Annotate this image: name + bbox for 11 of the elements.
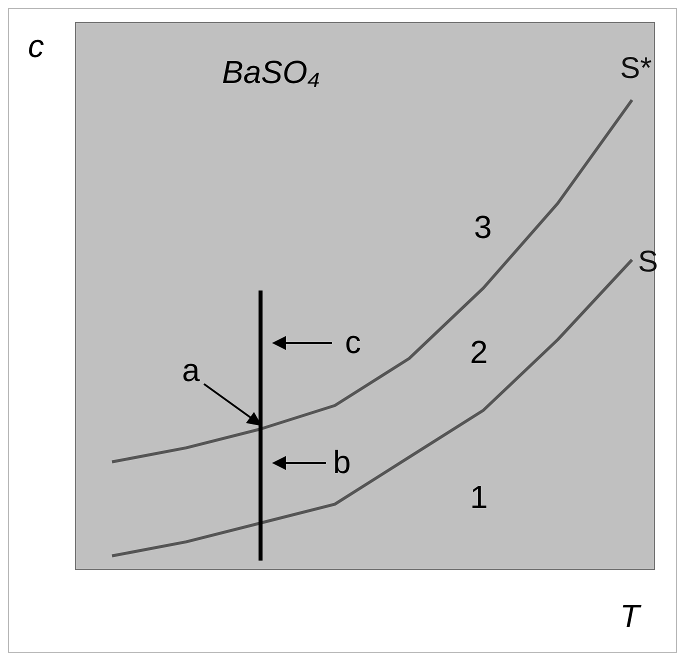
annotation: 2	[470, 334, 488, 370]
x-axis-title: T	[620, 598, 640, 635]
annotation: c	[345, 324, 361, 360]
annotation: 3	[474, 209, 492, 246]
annotation: b	[333, 444, 351, 480]
y-axis-title: c	[28, 28, 44, 65]
annotation: 1	[470, 479, 488, 516]
text: BaSO₄	[222, 54, 320, 90]
series-label: S*	[620, 52, 652, 85]
series-label: S	[638, 246, 658, 279]
annotation: a	[182, 352, 200, 388]
